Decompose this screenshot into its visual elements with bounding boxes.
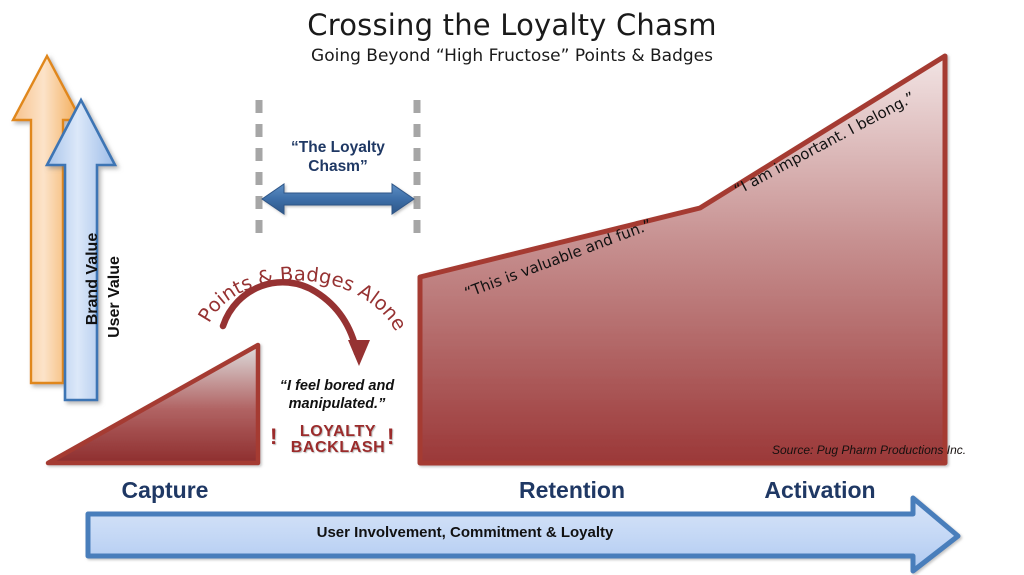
bored-quote-line1: “I feel bored and	[279, 378, 395, 394]
chasm-label-line1: “The Loyalty	[291, 139, 385, 156]
points-badges-label-text: Points & Badges Alone	[193, 262, 411, 334]
loyalty-chasm-label: “The Loyalty Chasm”	[253, 138, 423, 177]
loyalty-backlash-badge: LOYALTY BACKLASH	[272, 423, 404, 457]
chasm-label-line2: Chasm”	[308, 158, 368, 176]
stage-label-activation: Activation	[764, 477, 876, 503]
brand-value-arrow	[11, 53, 83, 385]
bored-quote-line2: manipulated.”	[288, 396, 386, 413]
chasm-double-arrow	[261, 183, 415, 215]
stage-label-capture: Capture	[121, 477, 209, 503]
user-value-arrow	[44, 97, 118, 402]
growth-shape	[417, 53, 948, 466]
bottom-progress-arrow	[85, 495, 961, 574]
points-badges-curved-arrow	[219, 279, 370, 366]
bored-quote: “I feel bored and manipulated.”	[262, 377, 412, 413]
source-attribution: Source: Pug Pharm Productions Inc.	[772, 443, 967, 457]
backlash-line2: BACKLASH	[290, 439, 386, 457]
bottom-arrow-label: User Involvement, Commitment & Loyalty	[316, 524, 614, 541]
stage-label-retention: Retention	[518, 477, 626, 503]
brand-value-label: Brand Value	[84, 232, 101, 326]
capture-triangle	[45, 342, 261, 466]
page-subtitle: Going Beyond “High Fructose” Points & Ba…	[311, 46, 713, 66]
points-badges-label: Points & Badges Alone	[193, 262, 430, 378]
exclamation-icon-right: !	[387, 424, 395, 449]
exclamation-icon-left: !	[270, 424, 278, 449]
backlash-line1: LOYALTY	[299, 423, 377, 440]
page-title: Crossing the Loyalty Chasm	[307, 8, 717, 42]
user-value-label: User Value	[106, 256, 123, 338]
